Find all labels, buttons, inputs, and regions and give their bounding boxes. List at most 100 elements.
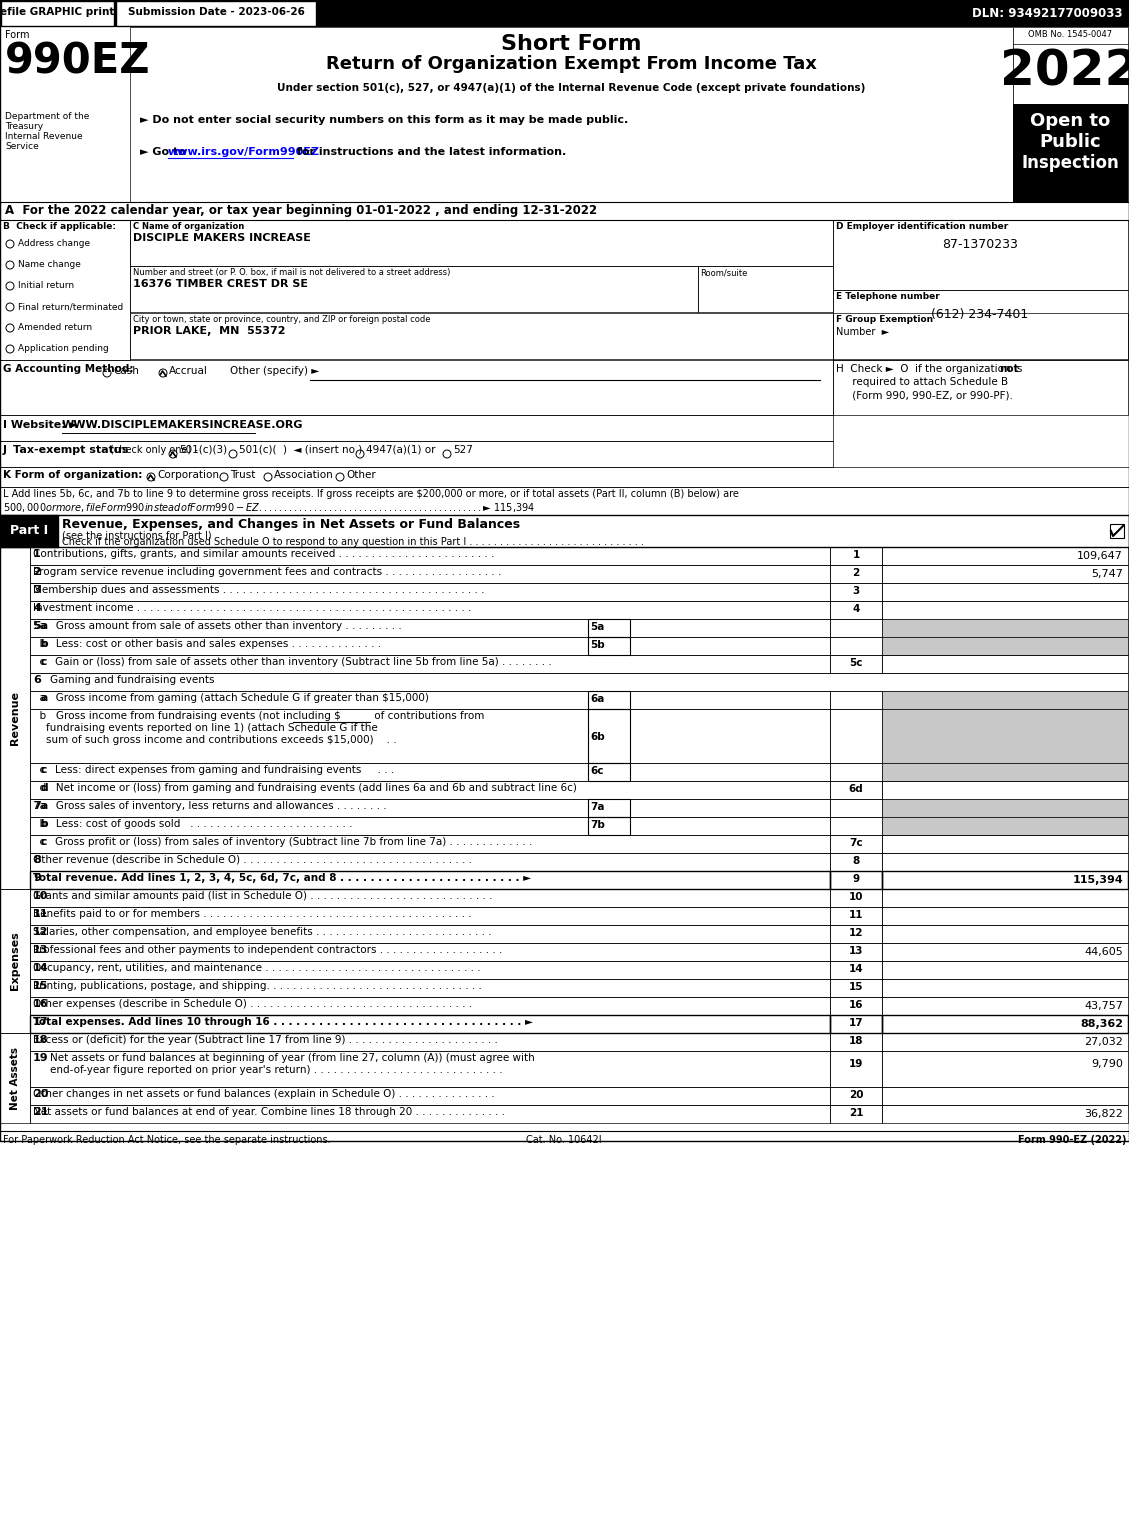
- Bar: [830, 691, 882, 709]
- Bar: [30, 889, 830, 907]
- Text: Total expenses. Add lines 10 through 16 . . . . . . . . . . . . . . . . . . . . : Total expenses. Add lines 10 through 16 …: [33, 1017, 533, 1026]
- Text: 88,362: 88,362: [1080, 1019, 1123, 1029]
- Text: 11: 11: [33, 909, 49, 920]
- Text: Form 990-EZ (2022): Form 990-EZ (2022): [1017, 1135, 1126, 1145]
- Bar: [30, 781, 830, 799]
- Text: Tax-exempt status: Tax-exempt status: [14, 445, 129, 454]
- Bar: [830, 817, 882, 836]
- Bar: [30, 907, 830, 926]
- Text: a   Gross income from gaming (attach Schedule G if greater than $15,000): a Gross income from gaming (attach Sched…: [33, 692, 429, 703]
- Text: b   Less: cost of goods sold   . . . . . . . . . . . . . . . . . . . . . . . . .: b Less: cost of goods sold . . . . . . .…: [33, 819, 352, 830]
- Bar: [882, 781, 1128, 799]
- Text: Grants and similar amounts paid (list in Schedule O) . . . . . . . . . . . . . .: Grants and similar amounts paid (list in…: [33, 891, 492, 901]
- Bar: [833, 220, 1128, 290]
- Bar: [882, 656, 1128, 673]
- Text: (Form 990, 990-EZ, or 990-PF).: (Form 990, 990-EZ, or 990-PF).: [835, 390, 1013, 400]
- Text: Cat. No. 10642I: Cat. No. 10642I: [526, 1135, 602, 1145]
- Bar: [882, 601, 1128, 619]
- Text: Salaries, other compensation, and employee benefits . . . . . . . . . . . . . . : Salaries, other compensation, and employ…: [33, 927, 491, 936]
- Bar: [882, 997, 1128, 1016]
- Bar: [882, 979, 1128, 997]
- Text: c   Gain or (loss) from sale of assets other than inventory (Subtract line 5b fr: c Gain or (loss) from sale of assets oth…: [33, 657, 552, 666]
- Bar: [30, 656, 830, 673]
- Text: 87-1370233: 87-1370233: [942, 238, 1018, 252]
- Text: Check if the organization used Schedule O to respond to any question in this Par: Check if the organization used Schedule …: [62, 537, 644, 547]
- Text: 36,822: 36,822: [1084, 1109, 1123, 1119]
- Bar: [830, 889, 882, 907]
- Text: 5a: 5a: [33, 621, 49, 631]
- Bar: [833, 313, 1128, 358]
- Bar: [882, 926, 1128, 942]
- Bar: [0, 441, 833, 467]
- Text: 7a   Gross sales of inventory, less returns and allowances . . . . . . . .: 7a Gross sales of inventory, less return…: [33, 801, 386, 811]
- Bar: [830, 836, 882, 852]
- Text: 13: 13: [33, 946, 49, 955]
- Text: Return of Organization Exempt From Income Tax: Return of Organization Exempt From Incom…: [325, 55, 816, 73]
- Text: 8: 8: [852, 856, 859, 866]
- Bar: [630, 799, 830, 817]
- Bar: [588, 817, 630, 836]
- Text: 3: 3: [852, 586, 859, 596]
- Bar: [30, 799, 588, 817]
- Text: 6a: 6a: [590, 694, 604, 705]
- Text: 6c: 6c: [590, 766, 604, 776]
- Bar: [882, 637, 1128, 656]
- Bar: [882, 942, 1128, 961]
- Bar: [830, 871, 882, 889]
- Text: 5c: 5c: [849, 657, 863, 668]
- Text: b: b: [33, 639, 49, 650]
- Text: sum of such gross income and contributions exceeds $15,000)    . .: sum of such gross income and contributio…: [46, 735, 396, 746]
- Text: $500,000 or more, file Form 990 instead of Form 990-EZ . . . . . . . . . . . . .: $500,000 or more, file Form 990 instead …: [3, 502, 535, 514]
- Bar: [630, 762, 830, 781]
- Bar: [830, 619, 882, 637]
- Bar: [833, 290, 1128, 360]
- Bar: [830, 1032, 882, 1051]
- Bar: [0, 486, 1129, 515]
- Bar: [30, 979, 830, 997]
- Bar: [130, 220, 833, 265]
- Bar: [630, 637, 830, 656]
- Text: b   Less: cost or other basis and sales expenses . . . . . . . . . . . . . .: b Less: cost or other basis and sales ex…: [33, 639, 382, 650]
- Text: Number  ►: Number ►: [835, 326, 890, 337]
- Text: Gaming and fundraising events: Gaming and fundraising events: [50, 676, 215, 685]
- Text: F Group Exemption: F Group Exemption: [835, 316, 934, 323]
- Text: L Add lines 5b, 6c, and 7b to line 9 to determine gross receipts. If gross recei: L Add lines 5b, 6c, and 7b to line 9 to …: [3, 490, 738, 499]
- Text: of contributions from: of contributions from: [371, 711, 484, 721]
- Bar: [830, 601, 882, 619]
- Text: Submission Date - 2023-06-26: Submission Date - 2023-06-26: [128, 8, 305, 17]
- Text: d: d: [33, 782, 49, 793]
- Text: end-of-year figure reported on prior year's return) . . . . . . . . . . . . . . : end-of-year figure reported on prior yea…: [50, 1064, 502, 1075]
- Text: 5b: 5b: [590, 640, 605, 650]
- Bar: [30, 762, 588, 781]
- Text: 109,647: 109,647: [1077, 551, 1123, 561]
- Bar: [882, 907, 1128, 926]
- Text: Printing, publications, postage, and shipping. . . . . . . . . . . . . . . . . .: Printing, publications, postage, and shi…: [33, 981, 482, 991]
- Text: Benefits paid to or for members . . . . . . . . . . . . . . . . . . . . . . . . : Benefits paid to or for members . . . . …: [33, 909, 472, 920]
- Text: 44,605: 44,605: [1084, 947, 1123, 958]
- Text: (check only one) -: (check only one) -: [110, 445, 198, 454]
- Text: c: c: [33, 657, 47, 666]
- Bar: [0, 547, 30, 889]
- Text: b   Gross income from fundraising events (not including $: b Gross income from fundraising events (…: [33, 711, 341, 721]
- Bar: [830, 656, 882, 673]
- Text: Other: Other: [345, 470, 376, 480]
- Text: 10: 10: [849, 892, 864, 901]
- Bar: [830, 979, 882, 997]
- Text: 15: 15: [849, 982, 864, 991]
- Bar: [130, 313, 833, 358]
- Text: 990EZ: 990EZ: [5, 40, 150, 82]
- Text: Program service revenue including government fees and contracts . . . . . . . . : Program service revenue including govern…: [33, 567, 501, 576]
- Bar: [0, 515, 1129, 547]
- Bar: [882, 836, 1128, 852]
- Text: 17: 17: [33, 1017, 49, 1026]
- Text: 6b: 6b: [590, 732, 605, 743]
- Bar: [30, 583, 830, 601]
- Bar: [0, 220, 130, 360]
- Text: Cash: Cash: [113, 366, 139, 377]
- Text: Room/suite: Room/suite: [700, 268, 747, 278]
- Bar: [30, 601, 830, 619]
- Bar: [830, 926, 882, 942]
- Text: 4: 4: [33, 602, 41, 613]
- Text: 18: 18: [33, 1035, 49, 1045]
- Bar: [630, 817, 830, 836]
